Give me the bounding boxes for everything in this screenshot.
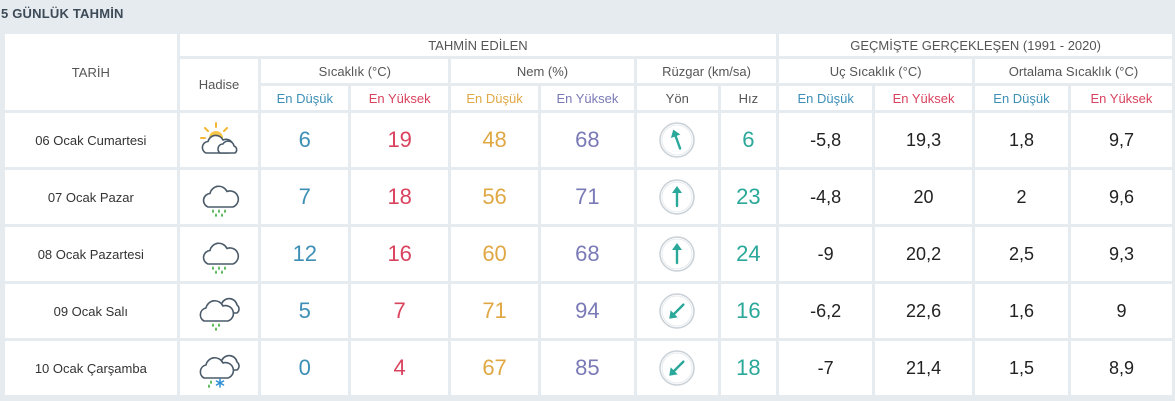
row-average-high: 9,3 bbox=[1070, 227, 1172, 281]
subheader-sicaklik-en-dusuk: En Düşük bbox=[261, 86, 349, 110]
header-hadise: Hadise bbox=[179, 59, 259, 110]
row-wind-direction bbox=[636, 113, 718, 167]
row-extreme-low: -7 bbox=[779, 341, 873, 395]
row-humidity-high: 68 bbox=[540, 113, 634, 167]
row-average-high: 9 bbox=[1070, 284, 1172, 338]
subheader-yon: Yön bbox=[636, 86, 718, 110]
header-tahmin-edilen: TAHMİN EDİLEN bbox=[179, 34, 777, 56]
row-temp-low: 6 bbox=[261, 113, 349, 167]
row-extreme-low: -5,8 bbox=[779, 113, 873, 167]
row-hadise bbox=[179, 341, 259, 395]
header-nem: Nem (%) bbox=[451, 59, 634, 83]
row-temp-high: 16 bbox=[351, 227, 449, 281]
row-wind-speed: 6 bbox=[720, 113, 777, 167]
row-temp-low: 12 bbox=[261, 227, 349, 281]
subheader-sicaklik-en-yuksek: En Yüksek bbox=[351, 86, 449, 110]
row-wind-speed: 18 bbox=[720, 341, 777, 395]
header-gecmiste: GEÇMİŞTE GERÇEKLEŞEN (1991 - 2020) bbox=[779, 34, 1172, 56]
row-extreme-high: 22,6 bbox=[875, 284, 973, 338]
row-humidity-low: 56 bbox=[451, 170, 538, 224]
row-average-low: 1,5 bbox=[975, 341, 1068, 395]
row-extreme-high: 20,2 bbox=[875, 227, 973, 281]
row-extreme-low: -9 bbox=[779, 227, 873, 281]
row-temp-low: 7 bbox=[261, 170, 349, 224]
row-date: 10 Ocak Çarşamba bbox=[5, 341, 177, 395]
row-date: 07 Ocak Pazar bbox=[5, 170, 177, 224]
row-temp-high: 7 bbox=[351, 284, 449, 338]
header-uc-sicaklik: Uç Sıcaklık (°C) bbox=[779, 59, 973, 83]
header-tarih: TARİH bbox=[5, 34, 177, 110]
row-average-low: 2 bbox=[975, 170, 1068, 224]
cloudy-rain-icon bbox=[196, 291, 242, 331]
row-wind-direction bbox=[636, 284, 718, 338]
row-hadise bbox=[179, 284, 259, 338]
row-humidity-low: 67 bbox=[451, 341, 538, 395]
row-hadise bbox=[179, 227, 259, 281]
row-wind-speed: 23 bbox=[720, 170, 777, 224]
row-humidity-low: 71 bbox=[451, 284, 538, 338]
row-temp-high: 18 bbox=[351, 170, 449, 224]
wind-direction-icon bbox=[658, 235, 696, 273]
row-hadise bbox=[179, 113, 259, 167]
wind-direction-icon bbox=[658, 292, 696, 330]
table-row: 07 Ocak Pazar 7 18 56 71 23 -4,8 20 2 9,… bbox=[5, 170, 1172, 224]
row-extreme-high: 21,4 bbox=[875, 341, 973, 395]
row-humidity-high: 85 bbox=[540, 341, 634, 395]
row-wind-direction bbox=[636, 341, 718, 395]
row-average-high: 8,9 bbox=[1070, 341, 1172, 395]
row-temp-low: 5 bbox=[261, 284, 349, 338]
table-row: 10 Ocak Çarşamba 0 4 67 85 18 -7 21,4 1,… bbox=[5, 341, 1172, 395]
wind-direction-icon bbox=[658, 121, 696, 159]
row-average-low: 1,8 bbox=[975, 113, 1068, 167]
row-humidity-high: 68 bbox=[540, 227, 634, 281]
row-average-high: 9,6 bbox=[1070, 170, 1172, 224]
header-ortalama-sicaklik: Ortalama Sıcaklık (°C) bbox=[975, 59, 1172, 83]
subheader-uc-en-dusuk: En Düşük bbox=[779, 86, 873, 110]
sleet-icon bbox=[196, 348, 242, 388]
row-average-low: 1,6 bbox=[975, 284, 1068, 338]
row-temp-high: 4 bbox=[351, 341, 449, 395]
row-extreme-high: 19,3 bbox=[875, 113, 973, 167]
subheader-ort-en-yuksek: En Yüksek bbox=[1070, 86, 1172, 110]
partly-cloudy-sun-icon bbox=[196, 120, 242, 160]
subheader-ort-en-dusuk: En Düşük bbox=[975, 86, 1068, 110]
header-sicaklik: Sıcaklık (°C) bbox=[261, 59, 449, 83]
row-humidity-low: 60 bbox=[451, 227, 538, 281]
rain-icon bbox=[196, 234, 242, 274]
rain-icon bbox=[196, 177, 242, 217]
row-extreme-low: -6,2 bbox=[779, 284, 873, 338]
row-wind-speed: 24 bbox=[720, 227, 777, 281]
wind-direction-icon bbox=[658, 349, 696, 387]
row-humidity-high: 94 bbox=[540, 284, 634, 338]
wind-direction-icon bbox=[658, 178, 696, 216]
row-average-low: 2,5 bbox=[975, 227, 1068, 281]
row-humidity-high: 71 bbox=[540, 170, 634, 224]
row-temp-high: 19 bbox=[351, 113, 449, 167]
row-average-high: 9,7 bbox=[1070, 113, 1172, 167]
row-extreme-low: -4,8 bbox=[779, 170, 873, 224]
row-wind-speed: 16 bbox=[720, 284, 777, 338]
subheader-nem-en-dusuk: En Düşük bbox=[451, 86, 538, 110]
header-ruzgar: Rüzgar (km/sa) bbox=[636, 59, 777, 83]
row-hadise bbox=[179, 170, 259, 224]
subheader-uc-en-yuksek: En Yüksek bbox=[875, 86, 973, 110]
row-wind-direction bbox=[636, 170, 718, 224]
table-row: 08 Ocak Pazartesi 12 16 60 68 24 -9 20,2… bbox=[5, 227, 1172, 281]
table-row: 09 Ocak Salı 5 7 71 94 16 -6,2 22,6 1,6 … bbox=[5, 284, 1172, 338]
row-humidity-low: 48 bbox=[451, 113, 538, 167]
row-date: 09 Ocak Salı bbox=[5, 284, 177, 338]
subheader-hiz: Hız bbox=[720, 86, 777, 110]
row-date: 08 Ocak Pazartesi bbox=[5, 227, 177, 281]
row-wind-direction bbox=[636, 227, 718, 281]
forecast-table: TARİH TAHMİN EDİLEN GEÇMİŞTE GERÇEKLEŞEN… bbox=[2, 31, 1175, 398]
row-date: 06 Ocak Cumartesi bbox=[5, 113, 177, 167]
subheader-nem-en-yuksek: En Yüksek bbox=[540, 86, 634, 110]
row-temp-low: 0 bbox=[261, 341, 349, 395]
row-extreme-high: 20 bbox=[875, 170, 973, 224]
table-row: 06 Ocak Cumartesi 6 19 48 68 6 -5,8 19,3… bbox=[5, 113, 1172, 167]
page-title: 5 GÜNLÜK TAHMİN bbox=[1, 6, 124, 21]
